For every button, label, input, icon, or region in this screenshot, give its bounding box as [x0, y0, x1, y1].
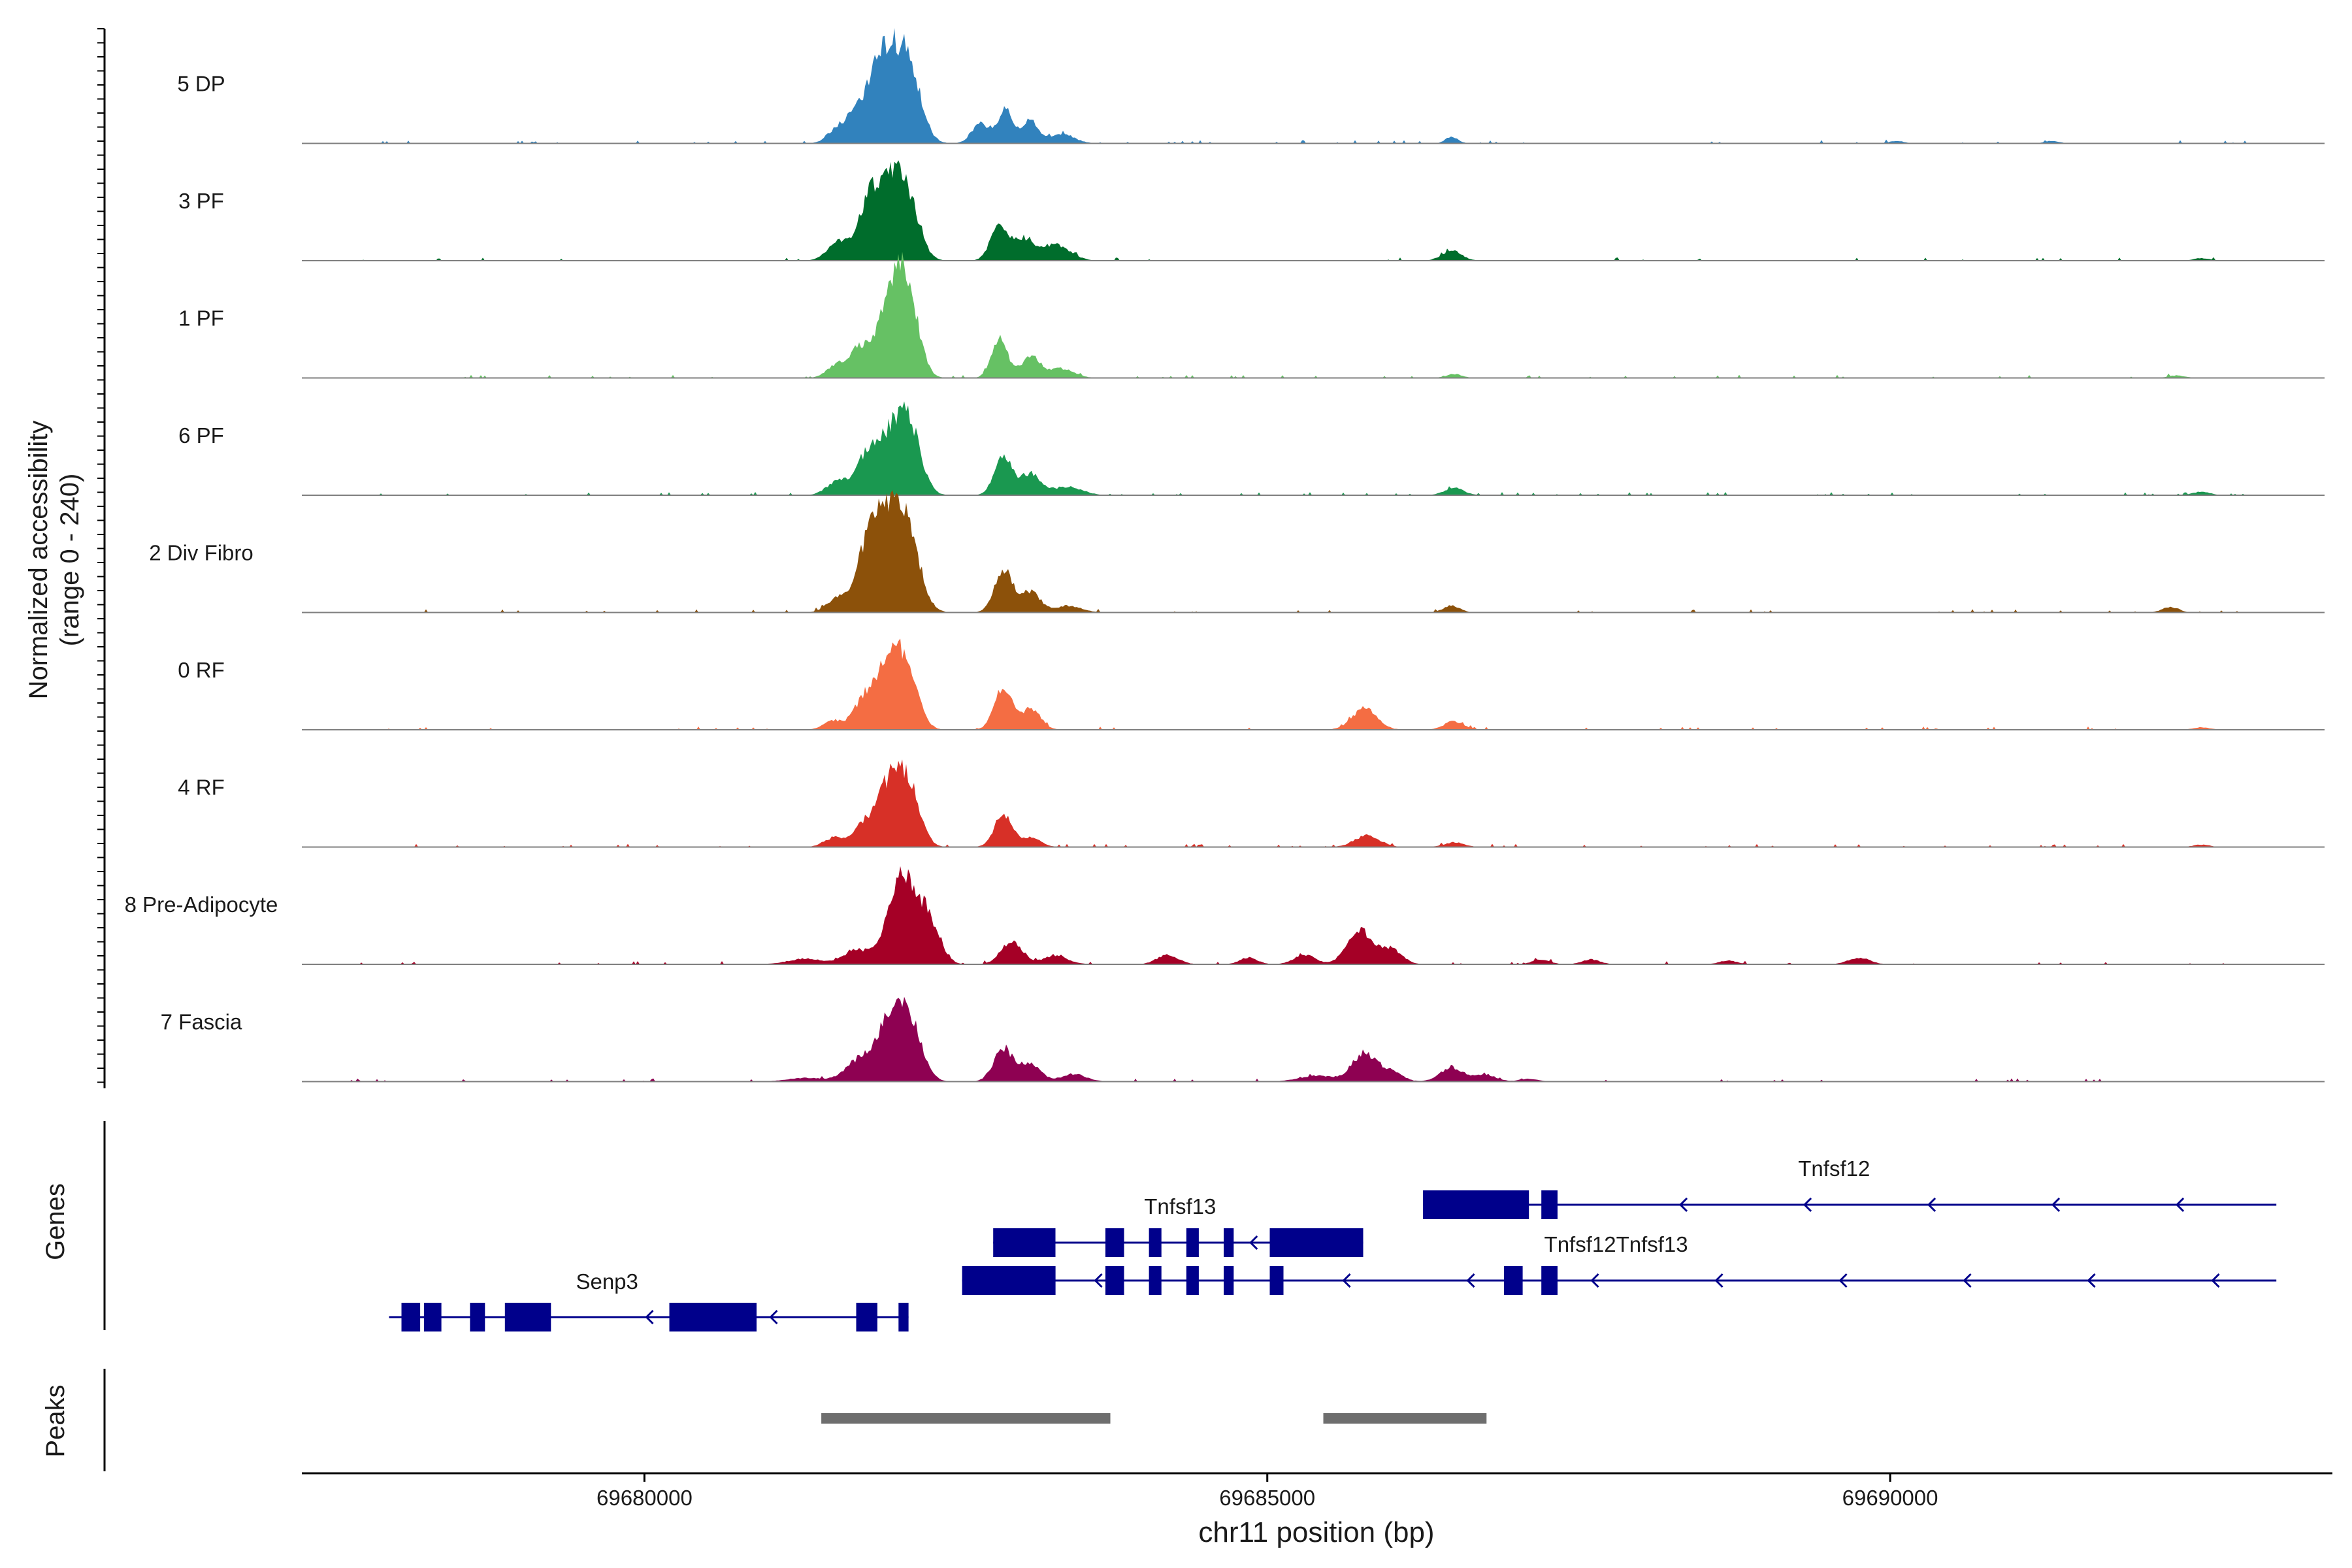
gene-label: Tnfsf12Tnfsf13 [1544, 1232, 1688, 1256]
coverage-area-5-dp [302, 27, 2264, 144]
x-tick-label: 69685000 [1219, 1486, 1315, 1510]
strand-arrow [1927, 1197, 1936, 1213]
coverage-area-7-fascia [302, 996, 2264, 1082]
gene-exon [1105, 1228, 1124, 1257]
gene-exon [898, 1303, 909, 1331]
coverage-area-2-div-fibro [302, 490, 2264, 613]
gene-tnfsf12: Tnfsf12 [1423, 1156, 2277, 1219]
gene-label: Tnfsf12 [1798, 1156, 1870, 1181]
track-label: 7 Fascia [161, 1010, 242, 1034]
strand-arrow [1963, 1273, 1972, 1288]
gene-exon [1149, 1266, 1162, 1295]
track-label: 6 PF [178, 423, 224, 448]
coverage-area-1-pf [302, 252, 2264, 378]
track-label: 1 PF [178, 306, 224, 331]
x-axis-label: chr11 position (bp) [1198, 1516, 1434, 1548]
gene-exon [1186, 1228, 1199, 1257]
coverage-area-3-pf [302, 160, 2264, 261]
gene-exon [1149, 1228, 1162, 1257]
strand-arrow [2175, 1197, 2185, 1213]
strand-arrow [1249, 1235, 1258, 1250]
gene-exon [423, 1303, 442, 1331]
coverage-area-6-pf [302, 401, 2264, 495]
track-label: 3 PF [178, 189, 224, 213]
track-5-dp: 5 DP [177, 27, 2325, 144]
peaks-track-label: Peaks [41, 1384, 70, 1457]
gene-exon [962, 1266, 1056, 1295]
track-label: 2 Div Fibro [149, 541, 253, 565]
peak-region [821, 1413, 1111, 1424]
peak-region [1323, 1413, 1487, 1424]
strand-arrow [1590, 1273, 1599, 1288]
track-label: 8 Pre-Adipocyte [125, 892, 278, 917]
x-axis: chr11 position (bp) 69680000 69685000 6969… [302, 1472, 2332, 1548]
track-7-fascia: 7 Fascia [161, 996, 2325, 1083]
coverage-area-4-rf [302, 759, 2264, 847]
gene-exon [470, 1303, 485, 1331]
strand-arrow [1678, 1197, 1688, 1213]
gene-exon [1541, 1190, 1558, 1219]
gene-exon [1186, 1266, 1199, 1295]
gene-exon [1269, 1266, 1284, 1295]
gene-label: Tnfsf13 [1144, 1194, 1216, 1218]
track-label: 0 RF [178, 658, 225, 682]
gene-exon [1423, 1190, 1529, 1219]
gene-label: Senp3 [576, 1269, 638, 1294]
track-4-rf: 4 RF [178, 759, 2325, 848]
gene-exon [1504, 1266, 1523, 1295]
coverage-tracks: 5 DP 3 PF 1 PF 6 PF 2 Div Fibro 0 RF 4 RF 8 Pre… [125, 27, 2325, 1083]
track-3-pf: 3 PF [178, 160, 2325, 261]
gene-exon [1105, 1266, 1124, 1295]
strand-arrow [769, 1309, 778, 1325]
track-6-pf: 6 PF [178, 401, 2325, 496]
track-8-pre-adipocyte: 8 Pre-Adipocyte [125, 866, 2325, 965]
x-tick-label: 69680000 [596, 1486, 693, 1510]
strand-arrow [1803, 1197, 1812, 1213]
y-axis-label-line2: (range 0 - 240) [56, 474, 84, 647]
y-axis-label-line1: Normalized accessibility [24, 421, 53, 700]
gene-exon [856, 1303, 877, 1331]
gene-exon [1269, 1228, 1364, 1257]
gene-exon [993, 1228, 1056, 1257]
coverage-area-8-pre-adipocyte [302, 866, 2264, 964]
track-label: 4 RF [178, 776, 225, 800]
strand-arrow [1466, 1273, 1475, 1288]
genes-track-label: Genes [41, 1183, 70, 1260]
strand-arrow [2087, 1273, 2096, 1288]
gene-exon [1224, 1228, 1234, 1257]
gene-exon [504, 1303, 551, 1331]
x-tick-label: 69690000 [1842, 1486, 1938, 1510]
strand-arrow [1342, 1273, 1351, 1288]
gene-senp3: Senp3 [389, 1269, 909, 1331]
track-1-pf: 1 PF [178, 252, 2325, 379]
strand-arrow [1714, 1273, 1723, 1288]
track-2-div-fibro: 2 Div Fibro [149, 490, 2325, 613]
track-label: 5 DP [177, 72, 225, 96]
gene-tnfsf13: Tnfsf13 [993, 1194, 1364, 1257]
strand-arrow [1094, 1273, 1103, 1288]
strand-arrow [2051, 1197, 2061, 1213]
coverage-area-0-rf [302, 638, 2264, 730]
gene-tnfsf12tnfsf13: Tnfsf12Tnfsf13 [962, 1232, 2277, 1295]
coverage-y-axis: Normalized accessibility (range 0 - 240) [24, 28, 106, 1088]
strand-arrow [1838, 1273, 1848, 1288]
peaks-track: Peaks [41, 1369, 1487, 1471]
gene-exon [401, 1303, 421, 1331]
gene-exon [669, 1303, 757, 1331]
gene-exon [1541, 1266, 1558, 1295]
strand-arrow [2211, 1273, 2220, 1288]
strand-arrow [645, 1309, 654, 1325]
track-0-rf: 0 RF [178, 638, 2325, 730]
gene-exon [1224, 1266, 1234, 1295]
